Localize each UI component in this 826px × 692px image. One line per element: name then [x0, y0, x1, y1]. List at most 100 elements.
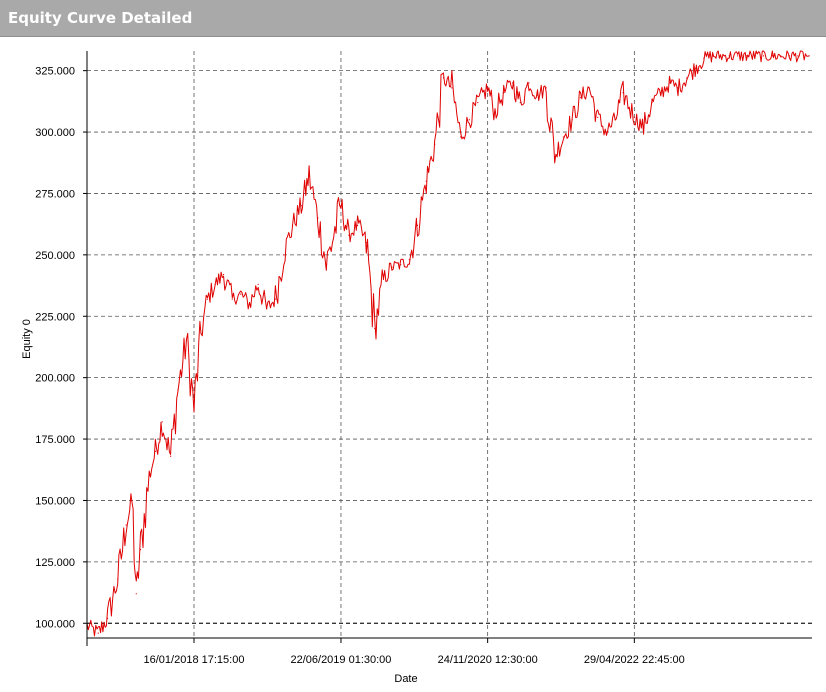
- x-tick-label: 16/01/2018 17:15:00: [144, 654, 245, 666]
- equity-point: [300, 205, 302, 207]
- grid-lines: [87, 51, 812, 638]
- equity-point: [651, 101, 653, 104]
- equity-point: [451, 87, 453, 89]
- equity-point: [554, 156, 556, 158]
- y-tick-label: 250.000: [35, 250, 75, 262]
- equity-point: [633, 116, 635, 118]
- equity-point: [214, 283, 216, 285]
- equity-point: [528, 82, 530, 84]
- equity-point: [771, 55, 773, 57]
- equity-point: [135, 593, 137, 595]
- equity-point: [660, 92, 662, 94]
- equity-point: [728, 55, 730, 57]
- equity-point: [643, 126, 645, 128]
- equity-point: [745, 55, 747, 57]
- equity-point: [200, 332, 202, 335]
- equity-point: [571, 119, 573, 121]
- equity-point: [494, 111, 496, 114]
- equity-chart: 100.000 125.000 150.000 175.000 200.000 225.0…: [21, 50, 812, 685]
- equity-point: [712, 55, 714, 57]
- equity-point: [222, 273, 225, 276]
- equity-point: [686, 77, 688, 79]
- y-tick-label: 275.000: [35, 188, 75, 200]
- y-tick-label: 300.000: [35, 127, 75, 139]
- equity-point: [808, 55, 810, 57]
- equity-point: [308, 175, 310, 177]
- y-tick-label: 150.000: [35, 495, 75, 507]
- equity-point: [434, 143, 436, 145]
- equity-point: [737, 55, 739, 57]
- equity-point: [588, 87, 590, 89]
- equity-point: [148, 475, 150, 477]
- y-axis-label: Equity 0: [21, 319, 33, 359]
- equity-point: [161, 421, 163, 423]
- equity-point: [257, 283, 259, 285]
- y-tick-label: 325.000: [35, 66, 75, 78]
- equity-point: [622, 92, 624, 94]
- equity-point: [356, 224, 359, 226]
- equity-point: [788, 55, 791, 57]
- y-tick-label: 125.000: [35, 557, 75, 569]
- equity-point: [597, 116, 599, 118]
- equity-point: [408, 259, 410, 261]
- equity-point: [193, 406, 195, 408]
- equity-point: [719, 55, 722, 57]
- chart-area: 100.000 125.000 150.000 175.000 200.000 225.0…: [0, 37, 826, 687]
- window-title: Equity Curve Detailed: [8, 9, 193, 27]
- equity-point: [762, 55, 765, 57]
- equity-point: [605, 131, 608, 133]
- equity-point: [614, 119, 616, 121]
- equity-point: [477, 101, 479, 104]
- equity-point: [400, 264, 402, 266]
- equity-point: [317, 217, 319, 219]
- equity-point: [703, 57, 705, 59]
- equity-point: [283, 254, 285, 256]
- equity-point: [391, 266, 393, 268]
- equity-point: [503, 92, 505, 94]
- equity-point: [487, 87, 489, 89]
- equity-point: [579, 97, 582, 99]
- equity-point: [780, 55, 782, 57]
- equity-point: [382, 278, 385, 281]
- equity-point: [694, 67, 696, 69]
- equity-line: [86, 50, 810, 637]
- equity-point: [248, 303, 251, 305]
- equity-point: [274, 298, 276, 300]
- equity-point: [468, 119, 470, 121]
- equity-point: [97, 632, 99, 634]
- x-tick-label: 29/04/2022 22:45:00: [584, 654, 685, 666]
- equity-point: [240, 293, 242, 295]
- x-axis-label: Date: [394, 673, 417, 685]
- x-tick-label: 24/11/2020 12:30:00: [438, 654, 538, 666]
- y-tick-label: 175.000: [35, 434, 75, 446]
- equity-point: [154, 450, 157, 452]
- equity-point: [365, 241, 367, 244]
- equity-point: [519, 101, 521, 104]
- title-bar: Equity Curve Detailed: [0, 0, 826, 37]
- equity-point: [206, 298, 209, 300]
- equity-point: [291, 224, 294, 226]
- equity-point: [416, 224, 419, 226]
- equity-point: [231, 298, 233, 300]
- equity-series: [86, 50, 810, 637]
- equity-point: [668, 82, 671, 84]
- equity-point: [442, 77, 445, 79]
- y-tick-label: 225.000: [35, 311, 75, 323]
- equity-point: [266, 308, 268, 310]
- y-tick-label: 100.000: [35, 618, 75, 630]
- equity-point: [460, 136, 462, 138]
- equity-point: [139, 548, 142, 551]
- equity-point: [325, 264, 327, 266]
- equity-point: [754, 55, 756, 57]
- equity-point: [562, 136, 564, 138]
- equity-point: [340, 205, 342, 207]
- equity-point: [797, 55, 799, 57]
- equity-point: [117, 578, 119, 580]
- equity-point: [348, 234, 350, 236]
- equity-point: [177, 389, 179, 391]
- axes: 100.000 125.000 150.000 175.000 200.000 225.0…: [35, 51, 812, 666]
- x-tick-label: 22/06/2019 01:30:00: [290, 654, 391, 666]
- equity-point: [425, 180, 427, 182]
- equity-point: [545, 87, 547, 89]
- equity-point: [170, 455, 172, 457]
